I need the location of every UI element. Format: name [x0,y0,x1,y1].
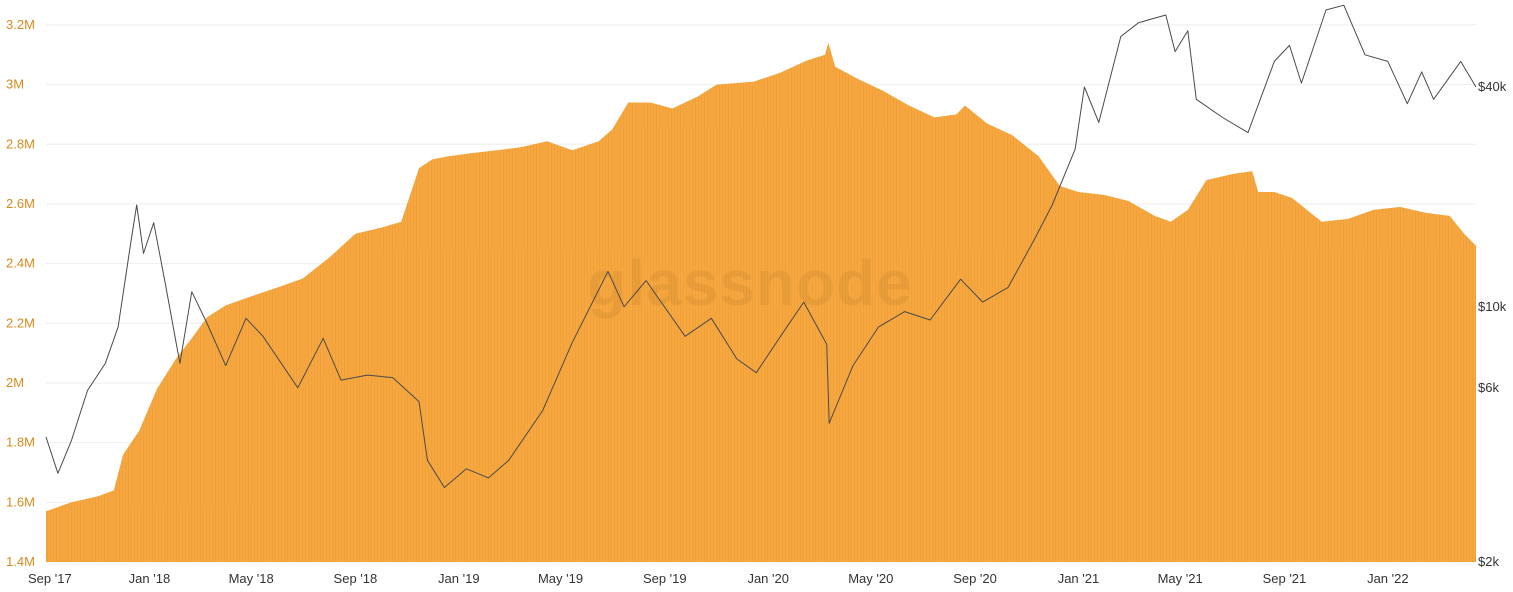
watermark: glassnode [587,247,913,319]
right-tick-label: $2k [1478,554,1499,569]
x-tick-label: Jan '18 [129,571,171,586]
x-tick-label: Sep '18 [334,571,378,586]
left-tick-label: 1.8M [6,435,35,450]
left-tick-label: 1.6M [6,494,35,509]
left-tick-label: 2.4M [6,256,35,271]
price-line [45,4,1477,488]
x-tick-label: Jan '21 [1058,571,1100,586]
x-tick-label: May '21 [1158,571,1203,586]
x-tick-label: Sep '20 [953,571,997,586]
watermark-text: glassnode [587,247,913,319]
left-tick-label: 2.2M [6,315,35,330]
left-tick-label: 3M [6,77,24,92]
left-tick-label: 2.8M [6,136,35,151]
supply-area [46,42,1476,563]
left-tick-label: 1.4M [6,554,35,569]
left-axis: 1.4M 1.6M 1.8M 2M 2.2M 2.4M 2.6M 2.8M 3M 3.2M [6,17,35,569]
left-tick-label: 3.2M [6,17,35,32]
x-tick-label: Jan '20 [747,571,789,586]
left-tick-label: 2M [6,375,24,390]
right-tick-label: $40k [1478,79,1507,94]
x-tick-label: May '20 [848,571,893,586]
x-tick-label: Jan '22 [1367,571,1409,586]
x-tick-label: Sep '17 [28,571,72,586]
x-tick-label: Sep '19 [643,571,687,586]
x-tick-label: Sep '21 [1263,571,1307,586]
x-tick-label: Jan '19 [438,571,480,586]
left-tick-label: 2.6M [6,196,35,211]
right-tick-label: $10k [1478,299,1507,314]
price-series [45,4,1477,488]
x-axis: Sep '17 Jan '18 May '18 Sep '18 Jan '19 May '… [28,571,1409,586]
x-tick-label: May '19 [538,571,583,586]
right-tick-label: $6k [1478,380,1499,395]
right-axis: $2k $6k $10k $40k [1478,79,1507,569]
x-tick-label: May '18 [229,571,274,586]
